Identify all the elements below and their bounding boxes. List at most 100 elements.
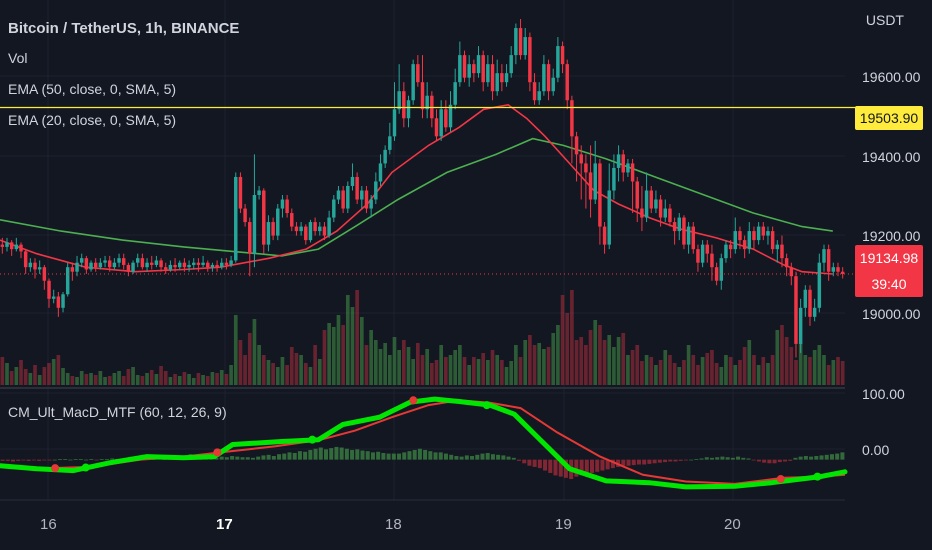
- volume-bar: [103, 377, 107, 385]
- volume-bar: [803, 355, 808, 385]
- candle-body: [598, 163, 602, 227]
- candle-body: [304, 226, 308, 241]
- candle-body: [234, 176, 238, 261]
- macd-hist-bar: [793, 457, 798, 460]
- macd-hist-bar: [767, 459, 772, 464]
- macd-hist-bar: [412, 449, 417, 460]
- candle-body: [182, 262, 187, 268]
- volume-bar: [682, 360, 686, 385]
- volume-bar: [70, 376, 75, 385]
- candle-body: [658, 199, 663, 218]
- candle-body: [672, 222, 677, 232]
- candle-body: [65, 267, 70, 295]
- volume-bar: [840, 361, 845, 385]
- macd-hist-bar: [443, 453, 448, 460]
- volume-bar: [710, 350, 714, 385]
- volume-bar: [644, 355, 649, 385]
- candle-body: [518, 28, 523, 56]
- volume-bar: [177, 376, 182, 385]
- candle-body: [756, 226, 761, 241]
- volume-bar: [79, 371, 84, 385]
- macd-hist-bar: [788, 459, 793, 461]
- macd-hist-bar: [355, 449, 360, 460]
- macd-hist-bar: [553, 459, 558, 476]
- volume-bar: [439, 345, 444, 385]
- candle-body: [28, 262, 33, 268]
- macd-hist-bar: [730, 457, 735, 460]
- candle-body: [822, 249, 826, 263]
- macd-hist-bar: [21, 459, 26, 461]
- volume-bar: [616, 337, 621, 385]
- volume-bar: [509, 361, 514, 385]
- macd-hist-bar: [381, 452, 386, 460]
- candle-body: [93, 262, 98, 268]
- volume-bar: [98, 371, 103, 385]
- macd-cross-dot: [213, 448, 222, 457]
- macd-hist-bar: [501, 455, 506, 460]
- volume-bar: [5, 363, 9, 385]
- candle-body: [490, 64, 495, 92]
- macd-hist-bar: [245, 457, 250, 460]
- macd-hist-bar: [516, 459, 522, 461]
- macd-hist-bar: [694, 459, 699, 460]
- candle-body: [140, 258, 145, 268]
- volume-bar: [593, 320, 598, 385]
- macd-hist-bar: [360, 450, 365, 460]
- volume-bar: [836, 357, 840, 385]
- macd-hist-bar: [459, 456, 464, 460]
- volume-bar: [308, 367, 313, 385]
- candle-body: [509, 55, 513, 74]
- candle-body: [682, 217, 686, 245]
- candle-body: [392, 109, 397, 137]
- volume-bar: [448, 355, 453, 385]
- volume-bar: [266, 360, 271, 385]
- volume-bar: [794, 360, 798, 385]
- volume-bar: [635, 345, 640, 385]
- macd-hist-bar: [522, 459, 527, 464]
- volume-bar: [23, 369, 28, 385]
- candle-body: [551, 77, 555, 92]
- macd-hist-bar: [464, 455, 469, 460]
- symbol-title[interactable]: Bitcoin / TetherUS, 1h, BINANCE: [8, 20, 240, 37]
- volume-bar: [458, 345, 462, 385]
- macd-hist-bar: [798, 456, 803, 460]
- volume-bar: [542, 349, 546, 385]
- candle-body: [220, 262, 224, 268]
- volume-bar: [373, 340, 378, 385]
- volume-bar: [812, 350, 817, 385]
- volume-bar: [303, 363, 308, 385]
- macd-cross-dot: [482, 401, 491, 410]
- legend-vol[interactable]: Vol: [8, 50, 28, 66]
- legend-ema20[interactable]: EMA (20, close, 0, SMA, 5): [8, 112, 177, 128]
- macd-cross-dot: [776, 475, 785, 484]
- volume-bar: [756, 365, 761, 385]
- candle-body: [803, 289, 808, 308]
- candle-body: [630, 163, 635, 182]
- legend-macd[interactable]: CM_Ult_MacD_MTF (60, 12, 26, 9): [8, 404, 227, 420]
- macd-hist-bar: [57, 459, 62, 460]
- candle-body: [168, 264, 173, 270]
- volume-bar: [742, 347, 747, 385]
- price-axis-label: 19200.00: [862, 228, 921, 244]
- volume-bar: [663, 350, 668, 385]
- volume-bar: [187, 374, 191, 385]
- macd-line: [0, 396, 848, 490]
- candle-body: [696, 249, 700, 263]
- volume-bar: [238, 340, 243, 385]
- volume-bar: [691, 355, 696, 385]
- macd-hist-bar: [772, 459, 777, 464]
- candle-body: [196, 262, 201, 265]
- macd-axis-label: 100.00: [862, 386, 905, 402]
- candle-body: [229, 260, 233, 265]
- candle-body: [75, 262, 79, 272]
- candle-body: [383, 149, 387, 164]
- candle-body: [70, 267, 75, 272]
- legend-ema50[interactable]: EMA (50, close, 0, SMA, 5): [8, 81, 177, 97]
- volume-bar: [383, 343, 387, 385]
- volume-bar: [392, 337, 397, 385]
- macd-cross-dot: [308, 435, 317, 444]
- hline-price-tag[interactable]: 19503.90: [855, 106, 923, 130]
- macd-hist-bar: [250, 457, 255, 460]
- macd-hist-bar: [329, 448, 334, 460]
